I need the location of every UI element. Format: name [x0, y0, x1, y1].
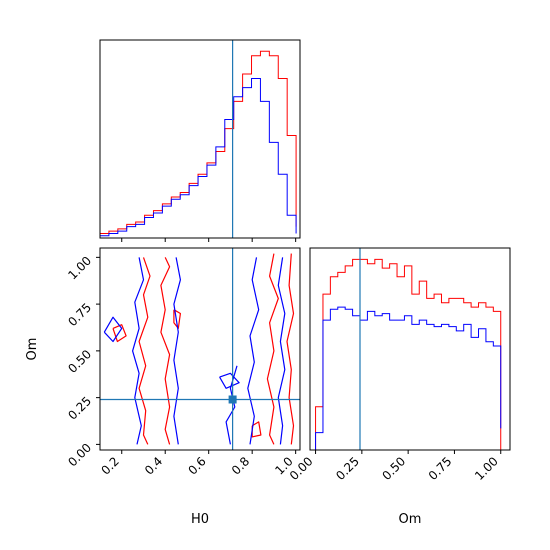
om-hist-frame: [309, 247, 511, 451]
contour-series-1-path-1: [160, 257, 171, 445]
h0-hist-series-2-step: [99, 78, 297, 238]
contour-xlabel: H0: [191, 512, 209, 527]
om-hist-series-1-step: [315, 258, 502, 450]
om-hist-xlabel: Om: [399, 512, 422, 527]
contour-xtick-label-3: 0.8: [229, 454, 252, 477]
contour-xtick-label-2: 0.6: [185, 454, 208, 477]
om-hist-xtick-label-3: 0.75: [426, 454, 455, 483]
om-hist-xtick-label-2: 0.50: [379, 454, 408, 483]
contour-series-2-path-2: [173, 257, 181, 445]
contour-series-2-path-6: [219, 372, 240, 389]
contour-series-2-path-1: [132, 257, 145, 445]
contour-frame: [99, 247, 301, 451]
h0-histogram-panel: [99, 39, 301, 242]
contour-series-1-path-2: [138, 257, 151, 445]
contour-xtick-label-0: 0.2: [98, 454, 121, 477]
contour-ytick-label-2: 0.50: [65, 347, 94, 376]
contour-series-1-path-4: [286, 253, 295, 445]
contour-series-2-path-5: [103, 316, 123, 343]
contour-series-2-path-3: [247, 257, 260, 445]
om-hist-xtick-label-4: 1.00: [472, 454, 501, 483]
contour-series-2-path-7: [225, 365, 238, 445]
om-hist-xtick-label-1: 0.25: [333, 454, 362, 483]
contour-ytick-label-0: 0.00: [65, 441, 94, 470]
contour-ylabel: Om: [25, 338, 40, 361]
contour-xtick-label-1: 0.4: [142, 454, 165, 477]
contour-ytick-label-4: 1.00: [65, 254, 94, 283]
contour-series-1-path-3: [266, 253, 279, 445]
contour-ytick-label-3: 0.75: [65, 300, 94, 329]
h0-hist-series-1-step: [99, 50, 297, 238]
h0-hist-frame: [99, 39, 301, 239]
contour-series-2-path-4: [277, 257, 286, 445]
contour-ytick-label-1: 0.25: [65, 394, 94, 423]
om-hist-series-2-step: [315, 306, 502, 450]
contour-truth-marker: [228, 395, 237, 404]
